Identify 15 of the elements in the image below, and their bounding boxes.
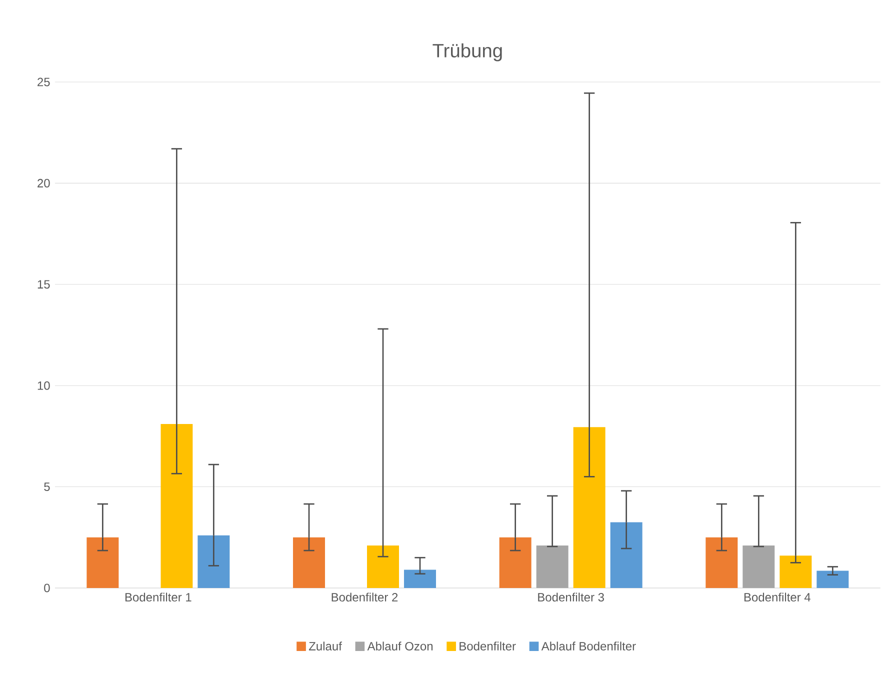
x-tick-label: Bodenfilter 3 [538, 592, 604, 602]
y-tick-label: 5 [44, 482, 50, 491]
x-tick-label: Bodenfilter 4 [744, 592, 810, 602]
y-tick-label: 25 [38, 78, 50, 86]
legend-label: Zulauf [308, 642, 342, 650]
legend-label: Ablauf Bodenfilter [541, 642, 636, 650]
legend-label: Bodenfilter [460, 642, 516, 650]
y-tick-label: 20 [38, 178, 50, 188]
x-tick-label: Bodenfilter 2 [332, 592, 398, 602]
y-tick-label: 10 [38, 381, 50, 390]
y-tick-label: 0 [44, 584, 50, 592]
chart-title: Trübung [432, 43, 502, 62]
legend-label: Ablauf Ozon [367, 642, 433, 650]
y-tick-label: 15 [38, 280, 50, 289]
x-tick-label: Bodenfilter 1 [125, 592, 192, 602]
